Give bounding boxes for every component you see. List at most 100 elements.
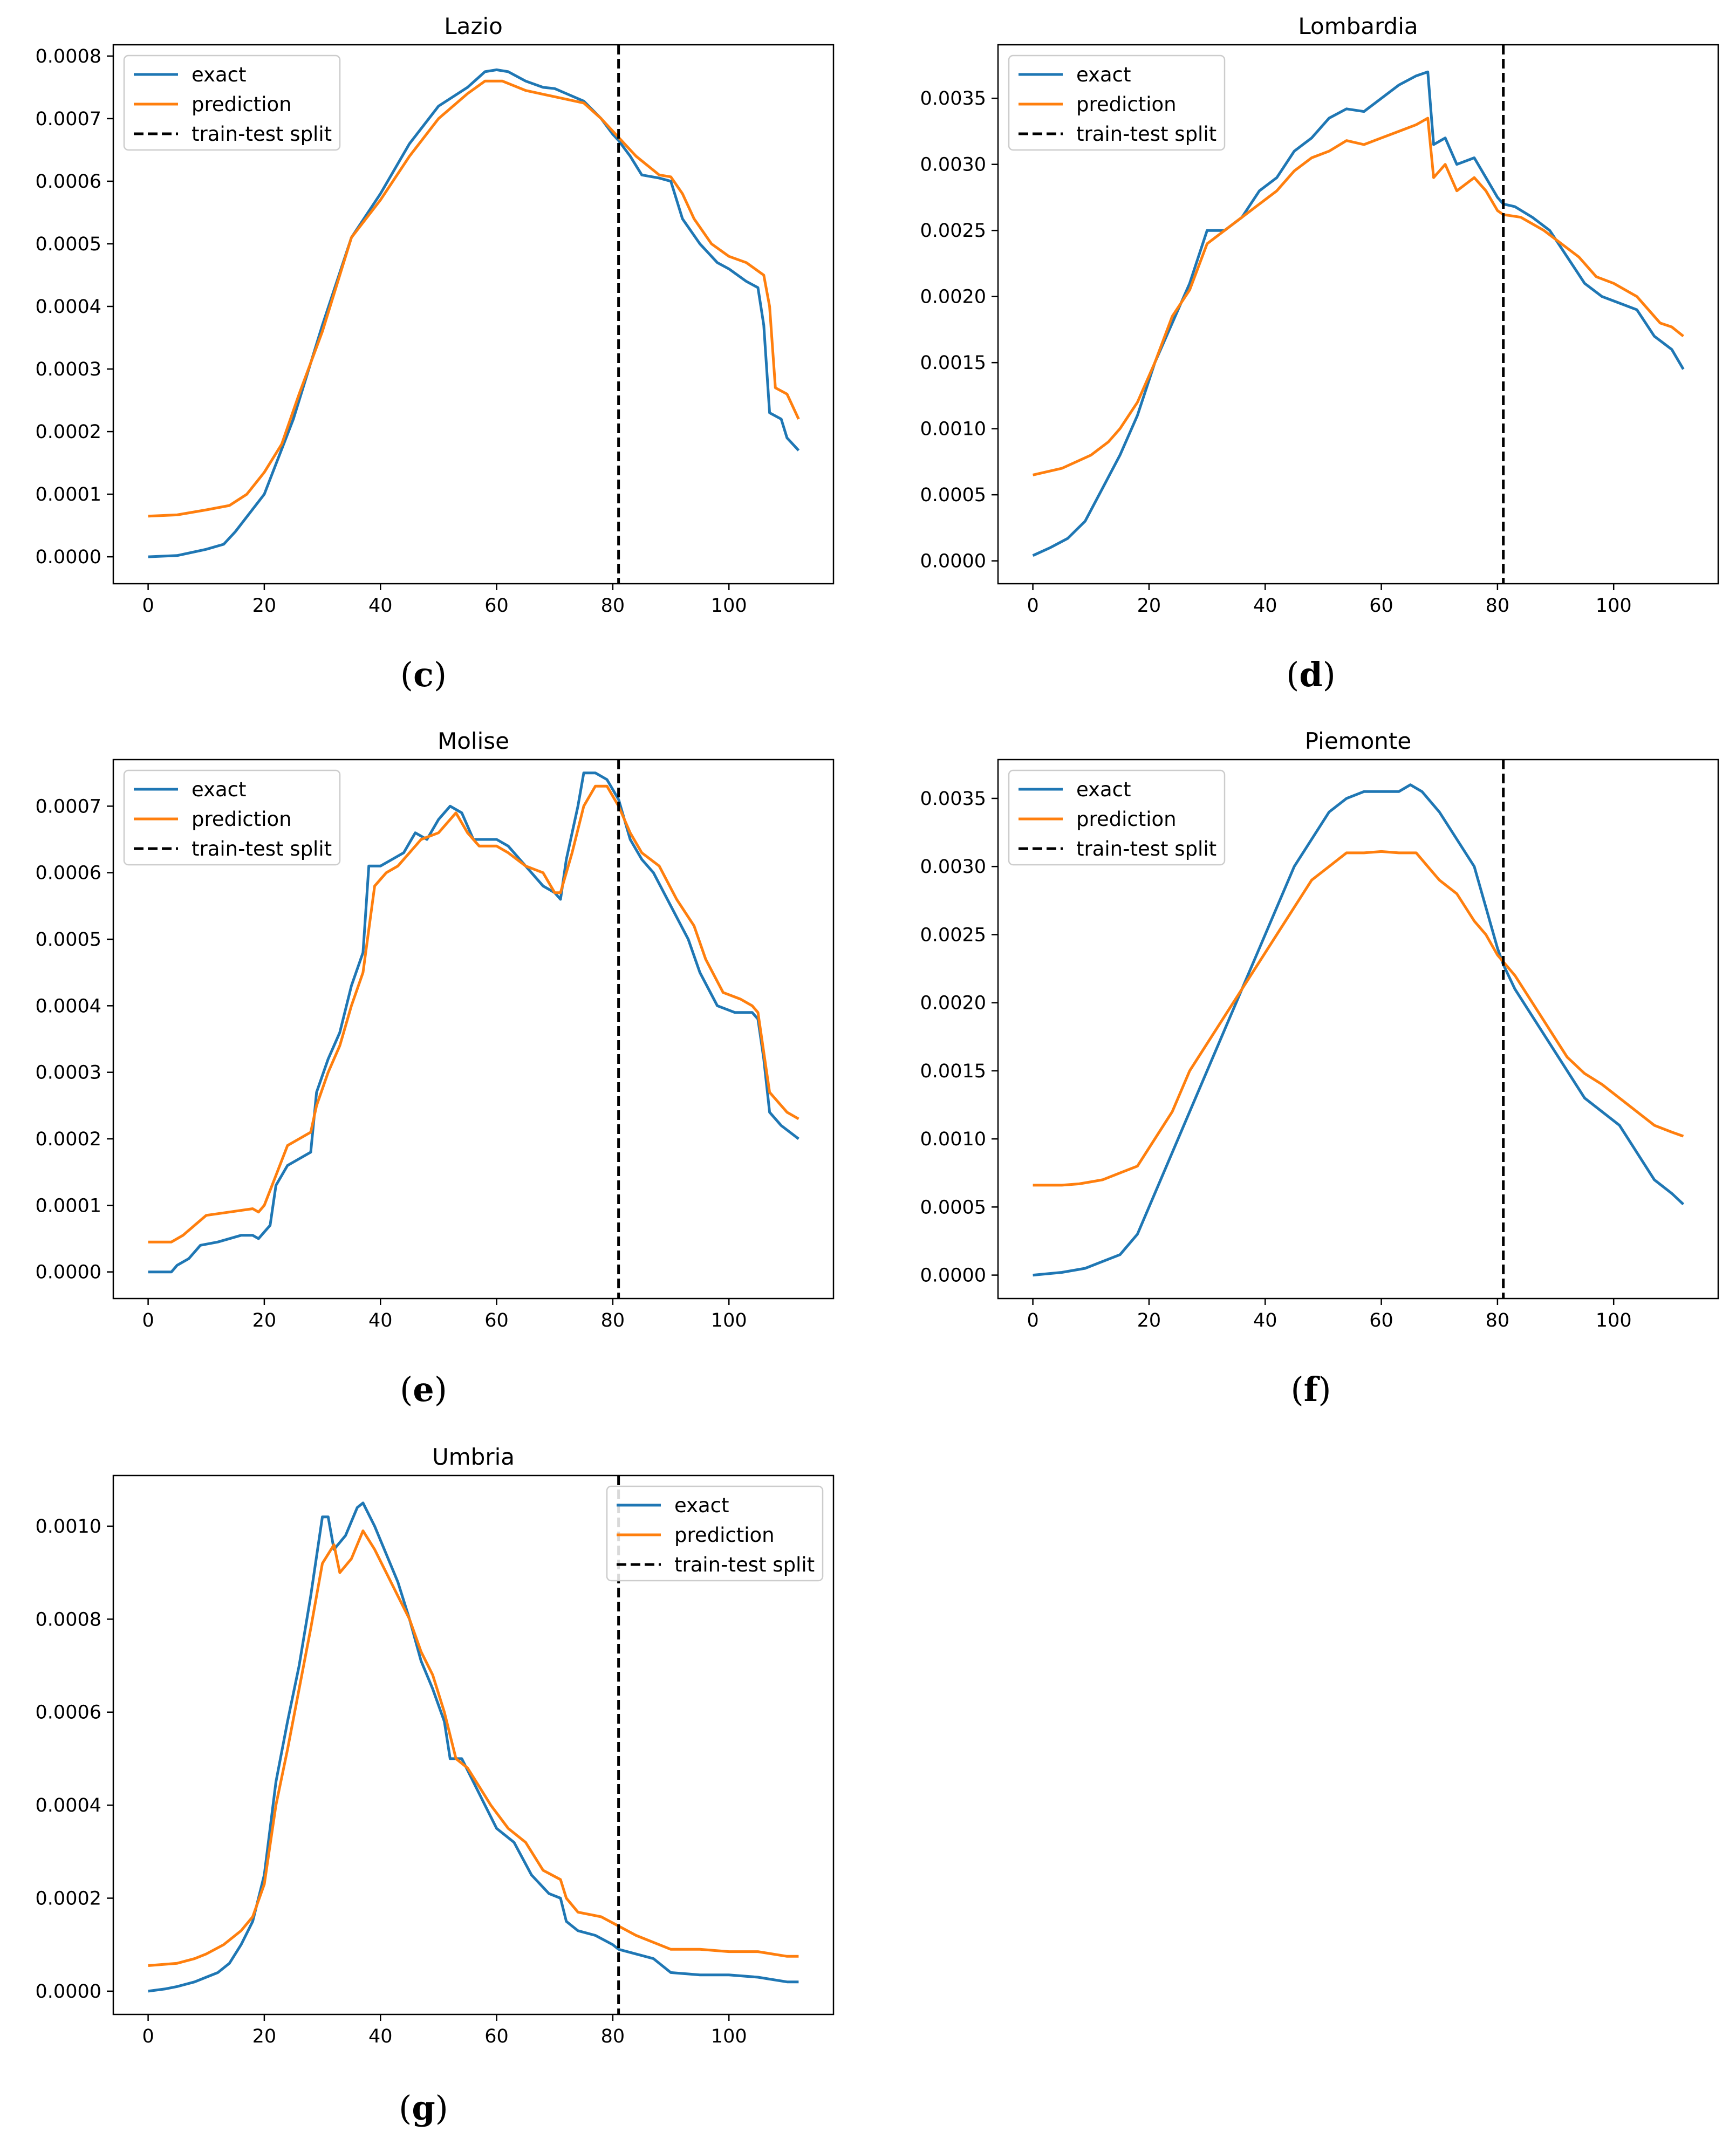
series-line-prediction <box>148 79 800 518</box>
legend-label: exact <box>1076 778 1131 801</box>
y-tick-label: 0.0015 <box>920 1061 986 1082</box>
panel-caption: (g) <box>399 2088 448 2128</box>
series-line-prediction <box>1033 117 1684 476</box>
panel-letter: d <box>1299 655 1322 694</box>
y-tick-label: 0.0000 <box>36 1262 101 1283</box>
legend: exact prediction train-test split <box>1008 769 1226 866</box>
y-tick-label: 0.0030 <box>920 154 986 176</box>
y-tick-label: 0.0004 <box>36 995 101 1017</box>
series-line-prediction <box>148 1529 799 1967</box>
legend-label: exact <box>674 1494 729 1517</box>
y-tick-label: 0.0035 <box>920 788 986 810</box>
y-tick-label: 0.0004 <box>36 296 101 318</box>
y-tick-label: 0.0002 <box>36 421 101 443</box>
legend: exact prediction train-test split <box>123 54 341 151</box>
y-tick-label: 0.0008 <box>36 46 101 67</box>
x-tick-label: 20 <box>1137 1310 1161 1331</box>
axes-frame <box>997 44 1719 585</box>
y-tick-label: 0.0010 <box>36 1516 101 1538</box>
y-tick-label: 0.0002 <box>36 1129 101 1150</box>
legend-label: train-test split <box>192 122 332 146</box>
panel-e: Molise 0 20 40 60 80 100 0.0000 0.0001 0.0002 0.00… <box>36 728 835 1409</box>
x-tick-label: 20 <box>1137 595 1161 617</box>
x-tick-label: 80 <box>601 595 625 617</box>
panel-caption: (f) <box>1290 1370 1331 1409</box>
legend-box <box>123 54 341 151</box>
axes-frame <box>112 759 835 1300</box>
panel-caption: (e) <box>400 1370 447 1409</box>
x-tick-label: 80 <box>1486 1310 1510 1331</box>
y-tick-label: 0.0000 <box>36 1981 101 2003</box>
series-line-exact <box>148 1501 799 1993</box>
x-tick-label: 0 <box>142 1310 154 1331</box>
panel-letter: e <box>413 1370 434 1409</box>
y-tick-label: 0.0010 <box>920 1129 986 1150</box>
chart-title: Lombardia <box>1298 13 1418 39</box>
y-tick-label: 0.0000 <box>36 546 101 568</box>
x-tick-label: 0 <box>142 595 154 617</box>
y-tick-label: 0.0010 <box>920 419 986 440</box>
y-tick-label: 0.0006 <box>36 1702 101 1724</box>
x-tick-label: 40 <box>368 2026 393 2047</box>
x-tick-label: 0 <box>1027 595 1038 617</box>
panel-f: Piemonte 0 20 40 60 80 100 0.0000 0.0005 0.0010 0.… <box>920 728 1719 1409</box>
y-tick-label: 0.0005 <box>36 929 101 951</box>
x-tick-label: 20 <box>252 2026 277 2047</box>
x-tick-label: 80 <box>1486 595 1510 617</box>
y-tick-label: 0.0008 <box>36 1609 101 1630</box>
series-line-exact <box>148 68 800 558</box>
x-tick-label: 100 <box>711 1310 747 1331</box>
series-line-exact <box>148 771 799 1274</box>
x-tick-label: 40 <box>1253 1310 1277 1331</box>
chart-title: Piemonte <box>1305 728 1411 754</box>
legend-label: prediction <box>1076 93 1177 116</box>
panel-c: Lazio 0 20 40 60 80 100 0.0000 0.0001 0.0002 0.000… <box>36 13 835 694</box>
chart-title: Molise <box>438 728 509 754</box>
legend: exact prediction train-test split <box>1008 54 1226 151</box>
x-tick-label: 40 <box>368 1310 393 1331</box>
y-tick-label: 0.0000 <box>920 1265 986 1287</box>
x-tick-label: 100 <box>1596 1310 1632 1331</box>
legend-label: train-test split <box>192 837 332 860</box>
panel-caption: (d) <box>1286 655 1336 694</box>
legend-label: train-test split <box>674 1553 815 1576</box>
y-tick-label: 0.0007 <box>36 108 101 130</box>
y-tick-label: 0.0020 <box>920 286 986 308</box>
legend-label: prediction <box>192 808 292 831</box>
axes-frame <box>112 1474 835 2016</box>
legend: exact prediction train-test split <box>123 769 341 866</box>
legend-label: prediction <box>674 1524 775 1547</box>
y-tick-label: 0.0003 <box>36 359 101 380</box>
y-tick-label: 0.0001 <box>36 1195 101 1217</box>
legend-box <box>1008 54 1226 151</box>
legend-label: exact <box>192 63 247 86</box>
y-tick-label: 0.0020 <box>920 993 986 1014</box>
panel-letter: f <box>1304 1370 1320 1409</box>
x-tick-label: 100 <box>711 2026 747 2047</box>
x-tick-label: 40 <box>1253 595 1277 617</box>
legend-label: exact <box>1076 63 1131 86</box>
panel-letter: c <box>413 655 434 694</box>
y-tick-label: 0.0007 <box>36 796 101 817</box>
y-tick-label: 0.0001 <box>36 484 101 505</box>
legend-label: prediction <box>1076 808 1177 831</box>
panel-letter: g <box>412 2088 435 2128</box>
series-line-prediction <box>148 784 799 1244</box>
y-tick-label: 0.0005 <box>920 484 986 506</box>
legend: exact prediction train-test split <box>606 1485 824 1582</box>
y-tick-label: 0.0005 <box>920 1197 986 1218</box>
y-tick-label: 0.0005 <box>36 234 101 255</box>
y-tick-label: 0.0025 <box>920 924 986 946</box>
x-tick-label: 0 <box>142 2026 154 2047</box>
x-tick-label: 0 <box>1027 1310 1038 1331</box>
x-tick-label: 60 <box>1369 595 1393 617</box>
legend-box <box>606 1485 824 1582</box>
y-tick-label: 0.0015 <box>920 352 986 374</box>
legend-box <box>1008 769 1226 866</box>
legend-label: train-test split <box>1076 122 1216 146</box>
panel-g: Umbria 0 20 40 60 80 100 0.0000 0.0002 0.0004 0.00… <box>36 1444 835 2128</box>
series-line-prediction <box>1033 850 1684 1187</box>
x-tick-label: 100 <box>1596 595 1632 617</box>
y-tick-label: 0.0003 <box>36 1062 101 1084</box>
y-tick-label: 0.0025 <box>920 220 986 242</box>
